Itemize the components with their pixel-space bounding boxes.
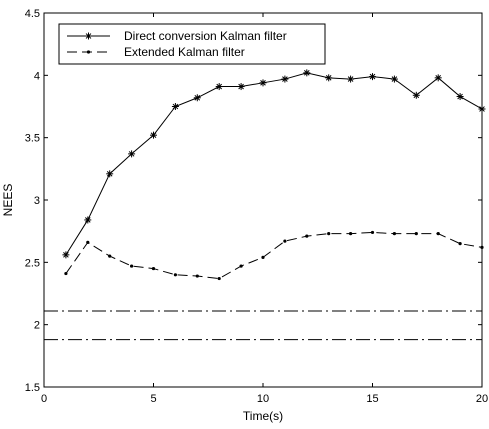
x-tick-label: 0 (41, 393, 47, 405)
star-stroke (282, 76, 288, 82)
star-stroke (435, 75, 442, 81)
series-direct-conversion-kf-point (281, 75, 289, 83)
x-axis-label: Time(s) (243, 409, 283, 423)
reference-lines (44, 310, 482, 341)
star-stroke (325, 75, 332, 81)
series-direct-conversion-kf-point (434, 74, 442, 82)
series-direct-conversion-kf (62, 69, 486, 259)
series-extended-kf-point (151, 266, 156, 271)
series-extended-kf-point (64, 271, 68, 276)
series-direct-conversion-kf-point (171, 103, 179, 110)
series-direct-conversion-kf-point (106, 170, 114, 178)
series-extended-kf-point (86, 240, 90, 244)
star-stroke (85, 33, 92, 39)
star-stroke (128, 151, 135, 157)
series-extended-kf-point (239, 264, 243, 268)
series-extended-kf-point (195, 274, 199, 278)
plot-area-frame (43, 12, 483, 388)
x-tick-label: 10 (257, 393, 269, 405)
series-extended-kf (64, 230, 484, 281)
star-stroke (84, 217, 91, 223)
y-axis-ticks: 1.5 2 2.5 3 3.5 4 4.5 (25, 8, 482, 394)
star-stroke (303, 70, 310, 76)
series-direct-conversion-kf-point (478, 105, 486, 113)
star-stroke (413, 92, 420, 99)
series-extended-kf-point (370, 230, 375, 235)
star-stroke (63, 252, 69, 258)
series-direct-conversion-kf-point (62, 251, 70, 259)
legend-label-direct-kf: Direct conversion Kalman filter (124, 29, 287, 43)
star-stroke (194, 94, 201, 101)
series-extended-kf-point (480, 245, 484, 249)
legend-box (58, 23, 326, 65)
star-stroke (172, 103, 179, 110)
series-layer (62, 69, 486, 281)
series-direct-conversion-kf-point (259, 79, 267, 87)
series-extended-kf-point (414, 232, 418, 236)
series-extended-kf-point (436, 232, 440, 236)
series-direct-conversion-kf-point (369, 73, 376, 81)
star-stroke (369, 73, 376, 80)
legend-sample-extended-kf-marker (86, 50, 91, 54)
series-direct-conversion-kf-line (65, 72, 483, 256)
series-extended-kf-point (283, 239, 287, 243)
star-stroke (260, 80, 266, 86)
legend: Direct conversion Kalman filter Extended… (58, 23, 326, 65)
y-tick-label: 2 (34, 320, 40, 332)
series-extended-kf-point (108, 254, 112, 258)
series-direct-conversion-kf-point (150, 131, 157, 139)
y-tick-label: 2.5 (25, 257, 40, 269)
series-direct-conversion-kf-point (390, 75, 398, 83)
x-tick-label: 5 (150, 393, 156, 405)
series-direct-conversion-kf-point (84, 216, 92, 224)
series-extended-kf-point (173, 273, 177, 277)
legend-label-extended-kf: Extended Kalman filter (124, 45, 245, 59)
series-extended-kf-point (458, 242, 462, 246)
series-direct-conversion-kf-point (237, 83, 245, 91)
series-extended-kf-point (217, 276, 221, 281)
star-stroke (238, 83, 244, 90)
y-tick-label: 1.5 (25, 382, 40, 394)
legend-items (67, 32, 110, 54)
series-direct-conversion-kf-point (347, 75, 355, 83)
y-tick-label: 3 (34, 195, 40, 207)
series-direct-conversion-kf-point (325, 74, 333, 82)
legend-sample-direct-kf-marker (85, 32, 92, 40)
y-tick-label: 3.5 (25, 133, 40, 145)
star-stroke (150, 132, 157, 138)
star-stroke (216, 83, 223, 90)
series-direct-conversion-kf-point (193, 94, 201, 102)
star-stroke (347, 76, 354, 82)
x-tick-label: 20 (476, 393, 488, 405)
y-axis-label: NEES (1, 184, 15, 217)
series-extended-kf-point (305, 234, 309, 238)
series-direct-conversion-kf-point (303, 69, 311, 77)
x-tick-label: 15 (366, 393, 378, 405)
y-tick-label: 4.5 (25, 8, 40, 20)
series-direct-conversion-kf-point (128, 150, 136, 158)
series-direct-conversion-kf-point (456, 93, 464, 101)
series-extended-kf-point (261, 255, 265, 259)
series-extended-kf-point (130, 264, 134, 268)
series-extended-kf-point (349, 232, 353, 236)
series-direct-conversion-kf-point (412, 91, 420, 99)
star-stroke (479, 106, 485, 112)
series-extended-kf-point (392, 232, 396, 236)
series-direct-conversion-kf-point (215, 83, 223, 91)
series-extended-kf-line (65, 231, 483, 280)
star-stroke (106, 171, 113, 177)
star-stroke (457, 93, 463, 100)
y-tick-label: 4 (34, 70, 40, 82)
star-stroke (391, 76, 398, 82)
x-axis-ticks: 0 5 10 15 20 (41, 13, 488, 405)
series-extended-kf-point (327, 232, 331, 236)
